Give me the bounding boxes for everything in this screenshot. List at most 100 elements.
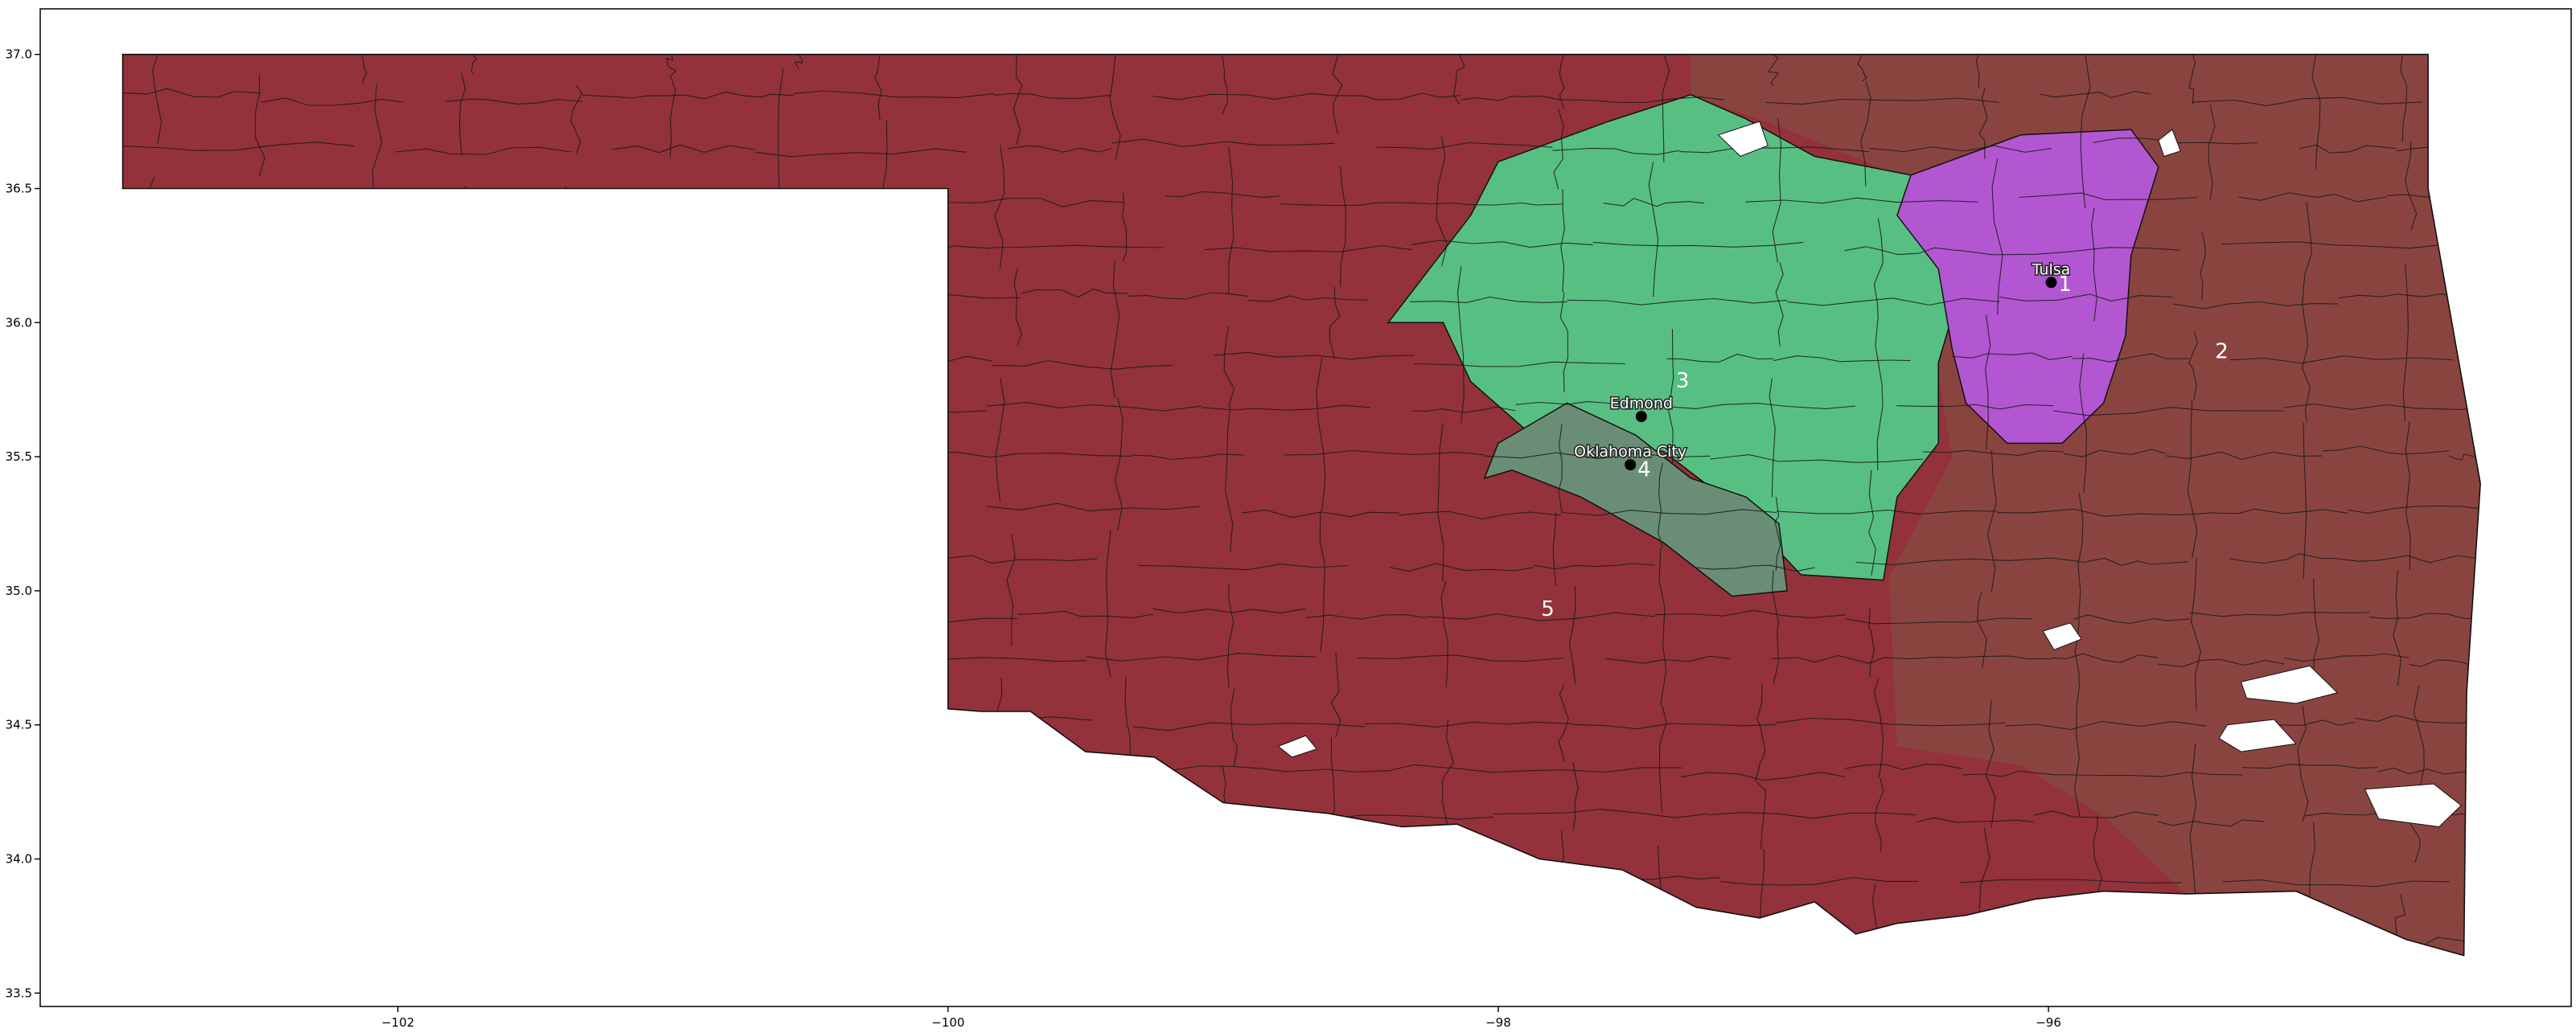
- precinct-line: [788, 690, 800, 826]
- precinct-line: [880, 830, 886, 956]
- precinct-line: [607, 769, 782, 780]
- precinct-line: [811, 881, 1038, 887]
- precinct-line: [1161, 935, 1346, 943]
- precinct-line: [994, 144, 1005, 269]
- precinct-line: [1020, 288, 1128, 298]
- precinct-line: [459, 72, 466, 154]
- precinct-line: [1567, 297, 1788, 305]
- precinct-line: [1603, 198, 1705, 207]
- precinct-line: [1258, 764, 1450, 773]
- precinct-line: [331, 821, 516, 829]
- precinct-line: [261, 208, 266, 367]
- precinct-line: [1319, 510, 1325, 653]
- precinct-line: [1533, 563, 1655, 570]
- precinct-line: [1688, 937, 1862, 944]
- precinct-line: [1977, 591, 1987, 668]
- precinct-line: [1765, 97, 1999, 105]
- precinct-line: [2303, 422, 2307, 580]
- precinct-line: [452, 369, 463, 453]
- precinct-line: [1553, 109, 1564, 190]
- precinct-line: [1493, 809, 1707, 818]
- precinct-line: [1604, 655, 1731, 664]
- precinct-line: [614, 562, 803, 572]
- precinct-line: [142, 365, 150, 467]
- precinct-line: [368, 344, 377, 481]
- precinct-line: [1316, 357, 1326, 511]
- precinct-line: [1115, 778, 1127, 860]
- precinct-line: [122, 197, 355, 207]
- precinct-line: [462, 596, 467, 710]
- lake-hole: [2158, 129, 2181, 158]
- precinct-line: [942, 555, 1098, 564]
- precinct-line: [678, 605, 824, 615]
- precinct-line: [2187, 399, 2198, 560]
- precinct-line: [454, 741, 466, 832]
- precinct-line: [122, 508, 356, 518]
- precinct-line: [713, 878, 813, 887]
- precinct-line: [320, 293, 450, 303]
- precinct-line: [877, 708, 887, 831]
- y-tick-label: 36.5: [6, 182, 32, 196]
- precinct-line: [754, 148, 967, 158]
- precinct-line: [122, 814, 227, 822]
- precinct-line: [2158, 819, 2265, 827]
- precinct-line: [2019, 192, 2198, 200]
- precinct-line: [1425, 612, 1655, 621]
- precinct-line: [316, 239, 507, 250]
- precinct-line: [2080, 54, 2091, 209]
- precinct-line: [1787, 297, 2000, 306]
- precinct-line: [1767, 54, 1780, 87]
- district-label: 2: [2215, 340, 2229, 364]
- precinct-line: [1568, 585, 1576, 685]
- precinct-line: [507, 238, 700, 244]
- precinct-line: [1559, 292, 1569, 393]
- precinct-line: [261, 408, 476, 414]
- precinct-line: [2200, 231, 2206, 300]
- precinct-line: [1707, 812, 1917, 819]
- y-tick-label: 35.5: [6, 449, 32, 464]
- precinct-line: [1659, 403, 1855, 409]
- precinct-line: [914, 451, 1132, 458]
- precinct-line: [2188, 54, 2196, 105]
- precinct-line: [564, 433, 574, 530]
- precinct-line: [1528, 935, 1689, 944]
- city-label: Tulsa: [2032, 260, 2071, 278]
- precinct-line: [261, 97, 405, 106]
- precinct-line: [260, 871, 267, 956]
- precinct-line: [362, 54, 368, 84]
- precinct-line: [259, 399, 266, 506]
- precinct-line: [1441, 719, 1454, 828]
- precinct-line: [396, 507, 606, 514]
- y-tick-label: 34.0: [6, 852, 32, 867]
- y-tick-label: 36.0: [6, 315, 32, 330]
- precinct-line: [681, 624, 691, 746]
- precinct-line: [2187, 899, 2194, 956]
- precinct-line: [1978, 88, 1988, 159]
- precinct-line: [1668, 329, 1674, 463]
- precinct-line: [2208, 105, 2216, 200]
- precinct-line: [988, 933, 1161, 943]
- precinct-line: [122, 88, 261, 98]
- precinct-line: [1225, 407, 1234, 552]
- precinct-line: [251, 564, 428, 572]
- precinct-line: [364, 512, 373, 601]
- lake-hole: [2042, 622, 2082, 650]
- precinct-line: [1176, 876, 1393, 883]
- precinct-line: [1122, 193, 1128, 262]
- precinct-line: [122, 141, 355, 151]
- precinct-line: [1448, 826, 1458, 956]
- lake-holes: [1277, 121, 2462, 828]
- precinct-line: [1449, 767, 1682, 773]
- precinct-line: [2377, 767, 2477, 775]
- precinct-line: [1485, 452, 1711, 460]
- precinct-line: [987, 502, 1201, 512]
- precinct-line: [1875, 320, 1884, 470]
- precinct-line: [1592, 241, 1804, 248]
- state-outline: [121, 53, 2481, 957]
- precinct-line: [558, 818, 565, 956]
- precinct-line: [1857, 54, 1868, 82]
- precinct-line: [1916, 817, 2034, 823]
- precinct-line: [487, 611, 679, 621]
- precinct-line: [122, 561, 252, 569]
- precinct-line: [793, 90, 994, 99]
